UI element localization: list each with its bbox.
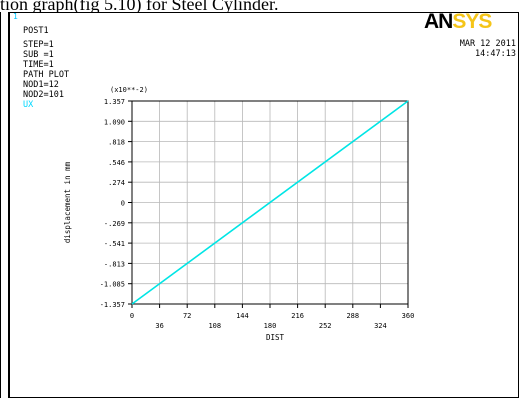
date-text: MAR 12 2011 — [459, 39, 516, 49]
logo-part2: SYS — [452, 10, 492, 33]
info-step: STEP=1 — [23, 40, 54, 50]
info-nod1: NOD1=12 — [23, 80, 59, 90]
ansys-graphics-window — [9, 12, 519, 398]
info-path: PATH PLOT — [23, 70, 70, 80]
time-text: 14:47:13 — [475, 49, 516, 59]
info-post: POST1 — [23, 26, 49, 36]
info-item: UX — [23, 100, 34, 110]
info-nod2: NOD2=101 — [23, 90, 64, 100]
info-sub: SUB =1 — [23, 50, 54, 60]
left-border-strip — [0, 12, 9, 398]
logo-part1: AN — [424, 10, 453, 33]
window-number: 1 — [13, 12, 18, 21]
datetime: MAR 12 2011 14:47:13 — [420, 39, 516, 59]
page-caption: tion graph(fig 5.10) for Steel Cylinder. — [0, 0, 279, 14]
info-time: TIME=1 — [23, 60, 54, 70]
ansys-logo: ANSYS — [424, 10, 492, 34]
